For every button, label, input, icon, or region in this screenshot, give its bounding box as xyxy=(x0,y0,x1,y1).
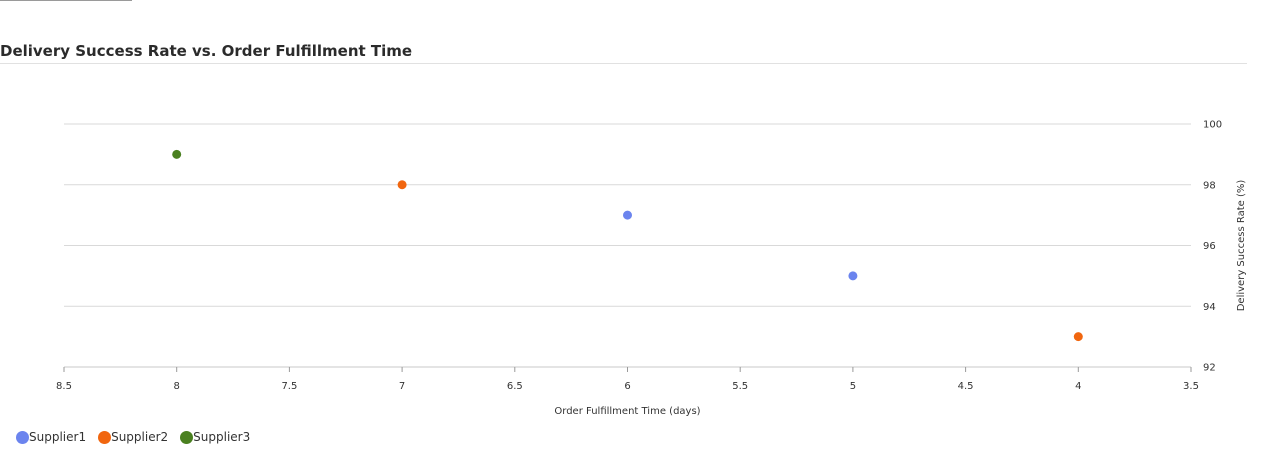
x-tick-label: 8 xyxy=(174,381,180,392)
top-divider xyxy=(0,0,132,1)
x-tick-label: 6.5 xyxy=(507,381,523,392)
legend-swatch xyxy=(180,430,194,444)
x-tick-label: 6 xyxy=(624,381,630,392)
data-point-supplier2[interactable] xyxy=(1073,332,1083,342)
x-tick-label: 5.5 xyxy=(732,381,748,392)
legend-item-supplier2[interactable]: Supplier2 xyxy=(98,430,168,444)
legend-swatch xyxy=(98,430,112,444)
legend: Supplier1 Supplier2 Supplier3 xyxy=(16,430,262,444)
data-point-supplier2[interactable] xyxy=(397,180,407,190)
data-point-supplier1[interactable] xyxy=(848,271,858,281)
legend-label: Supplier3 xyxy=(193,430,251,444)
y-tick-label: 96 xyxy=(1203,241,1216,252)
gridlines xyxy=(64,123,1191,368)
x-tick-label: 7 xyxy=(399,381,405,392)
data-point-supplier3[interactable] xyxy=(172,149,182,159)
x-tick-label: 4.5 xyxy=(958,381,974,392)
legend-label: Supplier1 xyxy=(29,430,87,444)
legend-swatch xyxy=(16,430,29,444)
legend-item-supplier1[interactable]: Supplier1 xyxy=(16,430,86,444)
axes: 92 94 96 98 100 8.5 8 7.5 7 6.5 6 5.5 5 4.5 4 3.5 Order … xyxy=(56,120,1247,418)
data-point-supplier1[interactable] xyxy=(623,210,632,220)
data-points xyxy=(172,149,1083,342)
title-divider xyxy=(0,63,1247,64)
y-tick-label: 94 xyxy=(1203,302,1216,313)
y-tick-label: 100 xyxy=(1203,120,1222,131)
legend-item-supplier3[interactable]: Supplier3 xyxy=(180,430,250,444)
x-tick-label: 5 xyxy=(850,381,856,392)
legend-label: Supplier2 xyxy=(111,430,169,444)
y-tick-label: 92 xyxy=(1203,363,1216,374)
y-tick-label: 98 xyxy=(1203,180,1216,191)
x-tick-label: 7.5 xyxy=(281,381,297,392)
x-axis-title: Order Fulfillment Time (days) xyxy=(554,406,700,417)
x-tick-label: 4 xyxy=(1075,381,1081,392)
x-tick-label: 8.5 xyxy=(56,381,72,392)
x-tick-label: 3.5 xyxy=(1183,381,1199,392)
chart-title: Delivery Success Rate vs. Order Fulfillm… xyxy=(0,42,413,60)
y-axis-title: Delivery Success Rate (%) xyxy=(1236,180,1247,312)
